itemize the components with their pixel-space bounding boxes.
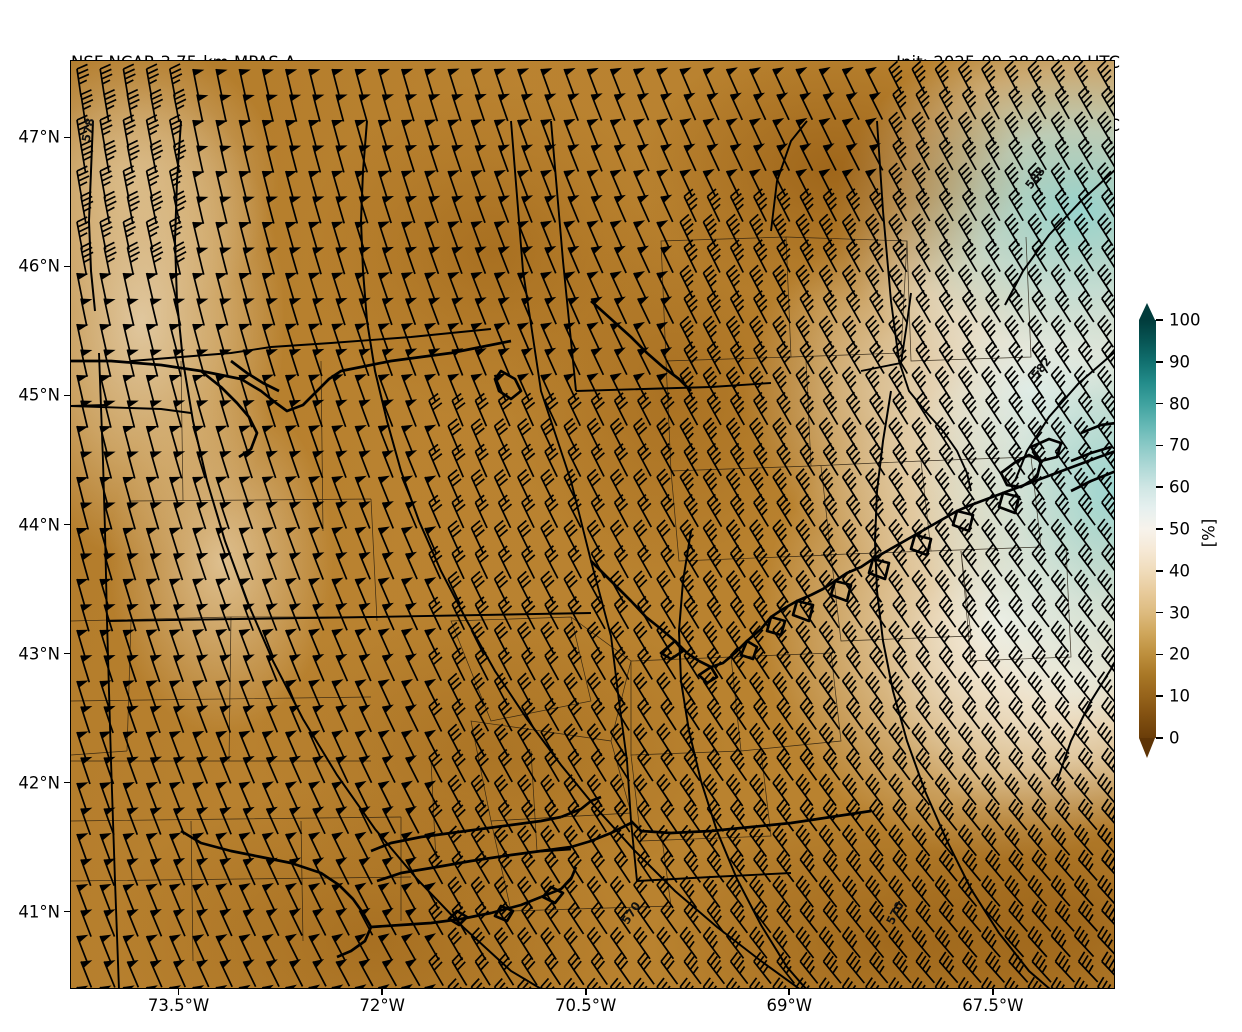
latitude-tick-label: 42°N: [18, 773, 60, 793]
colorbar-tick-mark: [1156, 570, 1163, 572]
longitude-tick-mark: [584, 989, 587, 995]
longitude-tick-mark: [381, 989, 383, 995]
longitude-tick-mark: [177, 989, 180, 995]
longitude-tick-label: 70.5°W: [555, 996, 617, 1015]
relative-humidity-field: [71, 61, 1114, 988]
latitude-tick-label: 43°N: [18, 644, 60, 664]
colorbar-extend-min-arrow: [1139, 738, 1155, 758]
colorbar-tick-mark: [1156, 319, 1163, 321]
colorbar-tick-mark: [1156, 361, 1163, 363]
latitude-tick-mark: [64, 910, 70, 913]
colorbar-unit-label: [%]: [1199, 518, 1219, 548]
latitude-tick-label: 47°N: [18, 127, 60, 147]
colorbar-tick-label: 30: [1169, 603, 1190, 623]
colorbar-tick-label: 80: [1169, 394, 1190, 414]
colorbar[interactable]: 100 90 80 70 60 50 40 30 20 10 0: [1139, 303, 1201, 758]
latitude-tick-mark: [64, 781, 70, 784]
colorbar-extend-max-arrow: [1139, 303, 1155, 320]
colorbar-tick-mark: [1156, 737, 1163, 739]
longitude-tick-label: 73.5°W: [147, 996, 210, 1015]
latitude-tick-mark: [64, 523, 70, 526]
colorbar-tick-label: 0: [1169, 728, 1180, 748]
colorbar-tick-mark: [1156, 611, 1163, 614]
colorbar-tick-label: 60: [1169, 477, 1190, 497]
longitude-tick-mark: [992, 989, 994, 995]
latitude-tick-mark: [64, 394, 70, 397]
colorbar-tick-mark: [1156, 653, 1163, 656]
latitude-tick-mark: [64, 652, 70, 655]
colorbar-tick-mark: [1156, 695, 1163, 697]
longitude-tick-label: 72°W: [359, 996, 405, 1015]
colorbar-tick-label: 20: [1169, 644, 1190, 664]
colorbar-tick-label: 100: [1169, 310, 1201, 330]
longitude-tick-label: 69°W: [766, 996, 813, 1015]
colorbar-tick-label: 70: [1169, 435, 1190, 455]
latitude-tick-label: 41°N: [18, 902, 60, 922]
colorbar-tick-label: 40: [1169, 561, 1190, 581]
latitude-tick-mark: [64, 265, 70, 268]
longitude-tick-label: 67.5°W: [962, 996, 1024, 1015]
latitude-tick-label: 46°N: [18, 256, 60, 276]
colorbar-tick-label: 90: [1169, 352, 1190, 372]
map-plot-area[interactable]: 578 588 582 570 570: [70, 60, 1115, 989]
colorbar-tick-mark: [1156, 528, 1163, 530]
colorbar-tick-mark: [1156, 402, 1163, 405]
longitude-tick-mark: [788, 989, 791, 995]
geography-overlay: [71, 120, 1114, 988]
latitude-tick-mark: [64, 136, 70, 139]
latitude-tick-label: 44°N: [18, 515, 60, 534]
wind-barbs-layer: [75, 61, 1114, 988]
colorbar-tick-mark: [1156, 444, 1163, 447]
colorbar-tick-mark: [1156, 486, 1163, 488]
colorbar-tick-label: 10: [1169, 686, 1190, 706]
colorbar-gradient: [1139, 320, 1156, 738]
colorbar-tick-label: 50: [1169, 519, 1190, 539]
latitude-tick-label: 45°N: [18, 385, 60, 405]
